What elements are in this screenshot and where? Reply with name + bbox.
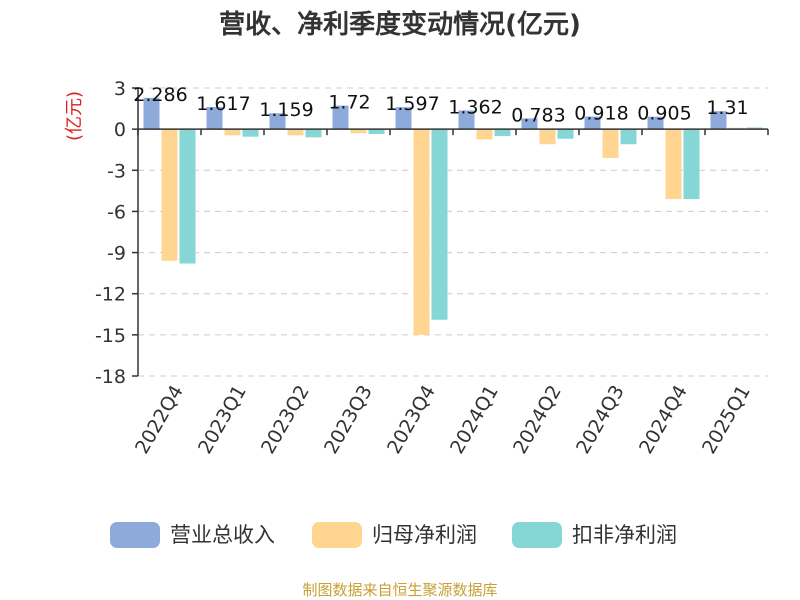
bar-net-profit <box>350 129 367 134</box>
x-tick-label: 2023Q4 <box>383 382 440 458</box>
bar-deducted-net-profit <box>683 129 700 200</box>
y-tick-label: -3 <box>107 160 126 182</box>
bar-deducted-net-profit <box>305 129 322 138</box>
bar-deducted-net-profit <box>620 129 637 145</box>
bar-net-profit <box>224 129 241 136</box>
bar-net-profit <box>161 129 178 261</box>
bar-net-profit <box>287 129 304 136</box>
data-label-revenue: 1.72 <box>328 92 370 114</box>
bar-revenue <box>710 111 727 130</box>
bar-net-profit <box>413 129 430 335</box>
data-label-revenue: 1.159 <box>259 99 313 121</box>
x-tick-label: 2022Q4 <box>131 382 188 458</box>
legend-label: 营业总收入 <box>170 523 275 547</box>
bar-deducted-net-profit <box>557 129 574 139</box>
y-tick-label: -12 <box>95 284 126 306</box>
bar-net-profit <box>539 129 556 145</box>
x-tick-label: 2024Q2 <box>509 382 566 458</box>
bar-deducted-net-profit <box>179 129 196 264</box>
y-tick-label: -6 <box>107 201 126 223</box>
bar-revenue <box>647 116 664 130</box>
bar-revenue <box>395 107 412 130</box>
data-label-revenue: 1.597 <box>385 93 439 115</box>
bar-revenue <box>521 118 538 130</box>
bar-deducted-net-profit <box>746 127 763 130</box>
bar-deducted-net-profit <box>242 129 259 137</box>
y-tick-label: 3 <box>114 78 126 100</box>
legend: 营业总收入 归母净利润 扣非净利润 <box>110 522 677 548</box>
legend-swatch <box>512 522 562 548</box>
bar-revenue <box>458 110 475 130</box>
y-tick-label: 0 <box>114 119 126 141</box>
x-tick-label: 2023Q2 <box>257 382 314 458</box>
bar-net-profit <box>602 129 619 158</box>
bar-revenue <box>206 106 223 130</box>
bar-net-profit <box>665 129 682 200</box>
legend-swatch <box>312 522 362 548</box>
y-axis-unit-label: (亿元) <box>64 91 85 141</box>
bar-revenue <box>143 97 160 130</box>
legend-label: 归母净利润 <box>372 523 477 547</box>
data-label-revenue: 1.362 <box>448 96 502 118</box>
bar-net-profit <box>476 129 493 140</box>
gridlines <box>138 87 768 377</box>
data-label-revenue: 1.617 <box>196 93 250 115</box>
bars <box>143 97 763 335</box>
value-labels: 2.286 1.617 1.159 1.72 1.597 1.362 0.783 0.918 0… <box>133 84 748 127</box>
x-tick-label: 2025Q1 <box>698 382 755 458</box>
y-tick-label: -9 <box>107 243 126 265</box>
bar-revenue <box>332 105 349 130</box>
data-label-revenue: 0.783 <box>511 104 565 126</box>
x-tick-label: 2023Q1 <box>194 382 251 458</box>
y-tick-label: -15 <box>95 325 126 347</box>
bar-deducted-net-profit <box>368 129 385 134</box>
bar-deducted-net-profit <box>494 129 511 136</box>
bar-revenue <box>584 116 601 130</box>
x-tick-label: 2024Q3 <box>572 382 629 458</box>
legend-swatch <box>110 522 160 548</box>
x-tick-label: 2024Q4 <box>635 382 692 458</box>
data-label-revenue: 1.31 <box>706 97 748 119</box>
x-tick-label: 2024Q1 <box>446 382 503 458</box>
x-tick-label: 2023Q3 <box>320 382 377 458</box>
chart-title: 营收、净利季度变动情况(亿元) <box>219 9 581 40</box>
data-label-revenue: 2.286 <box>133 84 187 106</box>
bar-deducted-net-profit <box>431 129 448 320</box>
legend-label: 扣非净利润 <box>572 523 677 547</box>
y-tick-label: -18 <box>95 366 126 388</box>
data-label-revenue: 0.918 <box>574 103 628 125</box>
source-footer: 制图数据来自恒生聚源数据库 <box>302 581 497 599</box>
bar-revenue <box>269 113 286 130</box>
data-label-revenue: 0.905 <box>637 103 691 125</box>
